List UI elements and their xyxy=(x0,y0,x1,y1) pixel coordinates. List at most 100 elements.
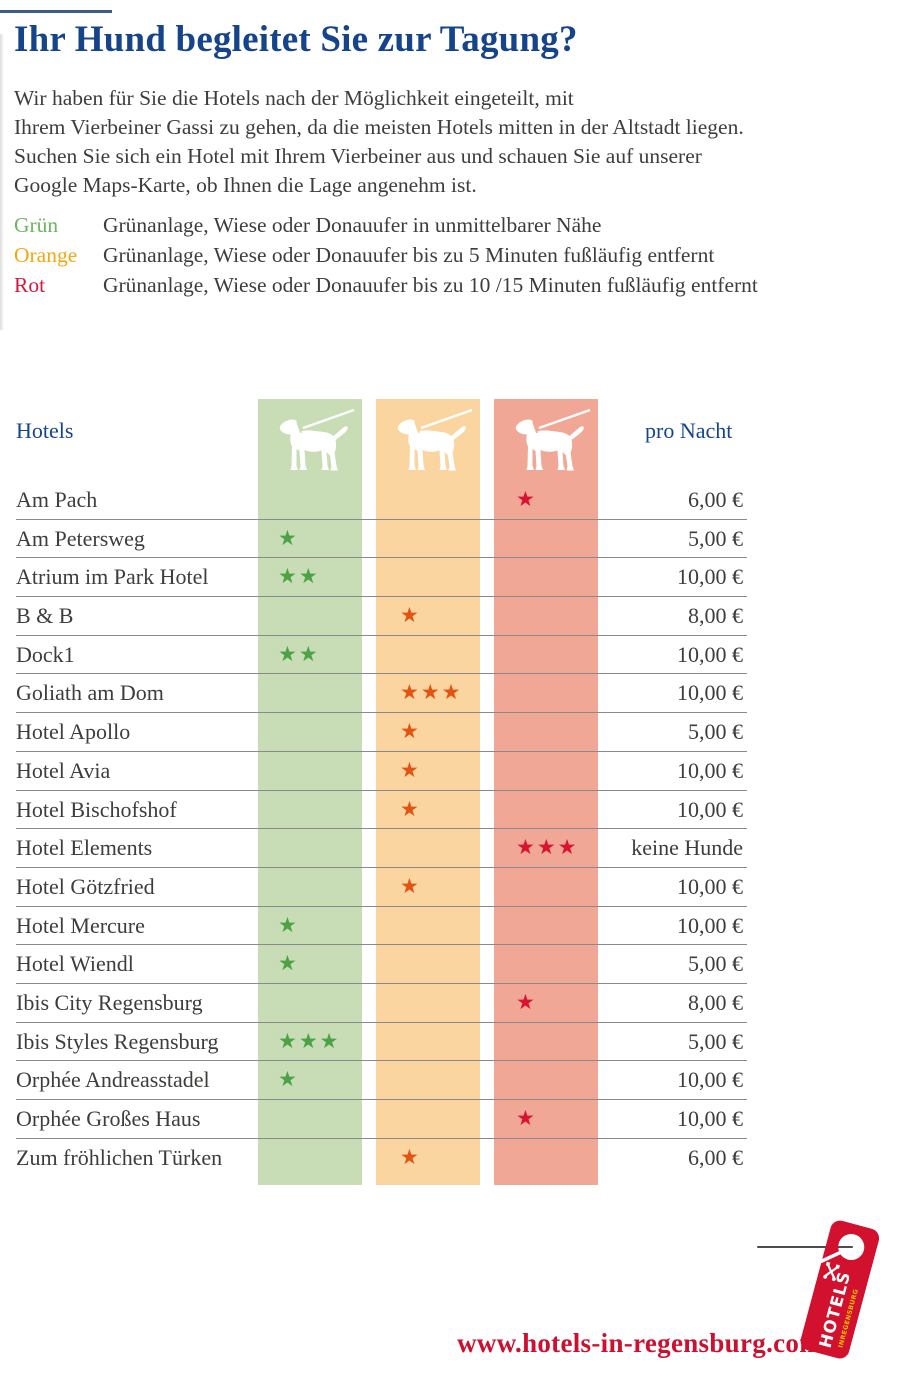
hotel-name: Am Petersweg xyxy=(16,525,145,551)
price-cell: 10,00 € xyxy=(677,564,743,590)
legend-row-orange: Orange Grünanlage, Wiese oder Donauufer … xyxy=(14,240,874,270)
legend-row-red: Rot Grünanlage, Wiese oder Donauufer bis… xyxy=(14,270,874,300)
column-header-price: pro Nacht xyxy=(645,418,733,443)
hotel-name: Zum fröhlichen Türken xyxy=(16,1144,223,1170)
table-row: Goliath am Dom ★★★ 10,00 € xyxy=(16,674,747,714)
price-cell: 10,00 € xyxy=(677,1067,743,1093)
table-row: Hotel Mercure ★ 10,00 € xyxy=(16,907,747,946)
star-rating: ★★★ xyxy=(278,1028,341,1053)
star-rating: ★ xyxy=(278,1067,299,1092)
table-row: B & B ★ 8,00 € xyxy=(16,597,747,636)
table-row: Zum fröhlichen Türken ★ 6,00 € xyxy=(16,1139,747,1177)
star-rating: ★★★ xyxy=(516,835,579,860)
hotel-name: Orphée Andreasstadel xyxy=(16,1067,210,1093)
price-cell: 8,00 € xyxy=(688,603,743,629)
hotel-name: Orphée Großes Haus xyxy=(16,1106,201,1131)
price-cell: 10,00 € xyxy=(677,641,743,667)
star-rating: ★ xyxy=(278,525,299,550)
star-rating: ★ xyxy=(400,796,421,821)
table-row: Dock1 ★★ 10,00 € xyxy=(16,636,747,675)
star-rating: ★ xyxy=(400,1144,421,1169)
band-red xyxy=(494,399,598,1185)
hanger-slit xyxy=(818,1250,842,1264)
color-legend: Grün Grünanlage, Wiese oder Donauufer in… xyxy=(14,210,874,300)
price-cell: 10,00 € xyxy=(677,796,743,822)
hotel-name: Goliath am Dom xyxy=(16,680,164,706)
star-rating: ★ xyxy=(516,1106,537,1130)
dog-on-leash-icon xyxy=(397,408,473,471)
hotel-name: Atrium im Park Hotel xyxy=(16,564,209,590)
price-cell: 5,00 € xyxy=(688,525,743,551)
star-rating: ★★ xyxy=(278,564,320,589)
price-cell: 8,00 € xyxy=(688,989,743,1015)
hotels-in-regensburg-logo: HOTELS INREGENSBURG xyxy=(800,1220,880,1359)
page-edge-shadow xyxy=(0,34,4,330)
table-row: Hotel Götzfried ★ 10,00 € xyxy=(16,868,747,907)
legend-label-green: Grün xyxy=(14,213,59,237)
band-green xyxy=(258,399,362,1185)
dog-on-leash-icon xyxy=(279,408,355,471)
star-rating: ★ xyxy=(516,487,537,511)
band-orange xyxy=(376,399,480,1185)
star-rating: ★★ xyxy=(278,641,320,666)
price-cell: 6,00 € xyxy=(688,487,743,512)
table-row: Hotel Bischofshof ★ 10,00 € xyxy=(16,791,747,830)
price-cell: 10,00 € xyxy=(677,680,743,706)
price-cell: 10,00 € xyxy=(677,873,743,899)
hotel-name: Ibis Styles Regensburg xyxy=(16,1028,219,1054)
legend-label-orange: Orange xyxy=(14,243,78,267)
star-rating: ★ xyxy=(400,757,421,782)
hotel-name: Hotel Götzfried xyxy=(16,873,155,899)
hotel-name: Hotel Avia xyxy=(16,757,111,783)
hotel-name: Am Pach xyxy=(16,487,98,512)
table-row: Am Pach ★ 6,00 € xyxy=(16,481,747,520)
hotel-name: Hotel Mercure xyxy=(16,912,145,938)
table-row: Ibis City Regensburg ★ 8,00 € xyxy=(16,984,747,1023)
price-cell: keine Hunde xyxy=(631,835,743,861)
price-cell: 6,00 € xyxy=(688,1144,743,1170)
legend-row-green: Grün Grünanlage, Wiese oder Donauufer in… xyxy=(14,210,874,240)
table-rows: Am Pach ★ 6,00 € Am Petersweg ★ 5,00 € A… xyxy=(16,481,747,1176)
table-row: Orphée Großes Haus ★ 10,00 € xyxy=(16,1100,747,1139)
table-row: Hotel Wiendl ★ 5,00 € xyxy=(16,945,747,984)
table-row: Hotel Avia ★ 10,00 € xyxy=(16,752,747,791)
price-cell: 5,00 € xyxy=(688,719,743,745)
star-rating: ★ xyxy=(278,951,299,976)
star-rating: ★ xyxy=(400,719,421,744)
price-cell: 5,00 € xyxy=(688,951,743,977)
star-rating: ★ xyxy=(516,989,537,1014)
door-hanger-tag xyxy=(800,1220,880,1359)
table-row: Hotel Apollo ★ 5,00 € xyxy=(16,713,747,752)
page-title: Ihr Hund begleitet Sie zur Tagung? xyxy=(14,19,578,60)
hotel-name: Dock1 xyxy=(16,641,75,667)
table-row: Atrium im Park Hotel ★★ 10,00 € xyxy=(16,558,747,598)
column-header-hotels: Hotels xyxy=(16,418,74,443)
star-rating: ★ xyxy=(400,603,421,628)
website-link[interactable]: www.hotels-in-regensburg.com xyxy=(457,1328,822,1358)
hotel-name: Hotel Wiendl xyxy=(16,951,134,977)
hotel-name: Hotel Apollo xyxy=(16,719,131,745)
legend-desc-orange: Grünanlage, Wiese oder Donauufer bis zu … xyxy=(103,243,715,267)
hotel-name: B & B xyxy=(16,603,74,629)
legend-desc-red: Grünanlage, Wiese oder Donauufer bis zu … xyxy=(103,273,758,297)
intro-paragraph: Wir haben für Sie die Hotels nach der Mö… xyxy=(14,86,744,197)
price-cell: 5,00 € xyxy=(688,1028,743,1054)
hotel-name: Hotel Elements xyxy=(16,835,153,861)
table-row: Orphée Andreasstadel ★ 10,00 € xyxy=(16,1061,747,1100)
price-cell: 10,00 € xyxy=(677,1106,743,1131)
price-cell: 10,00 € xyxy=(677,912,743,938)
door-handle-line xyxy=(757,1246,853,1248)
star-rating: ★ xyxy=(400,873,421,898)
crossed-keys-icon xyxy=(823,1261,840,1282)
legend-label-red: Rot xyxy=(14,273,46,297)
hotel-name: Hotel Bischofshof xyxy=(16,796,177,822)
price-cell: 10,00 € xyxy=(677,757,743,783)
legend-desc-green: Grünanlage, Wiese oder Donauufer in unmi… xyxy=(103,213,602,237)
table-row: Am Petersweg ★ 5,00 € xyxy=(16,520,747,559)
star-rating: ★ xyxy=(278,912,299,937)
scan-crop-mark xyxy=(0,10,112,13)
table-row: Hotel Elements ★★★ keine Hunde xyxy=(16,829,747,868)
star-rating: ★★★ xyxy=(400,680,463,705)
dog-on-leash-icon xyxy=(515,408,591,471)
